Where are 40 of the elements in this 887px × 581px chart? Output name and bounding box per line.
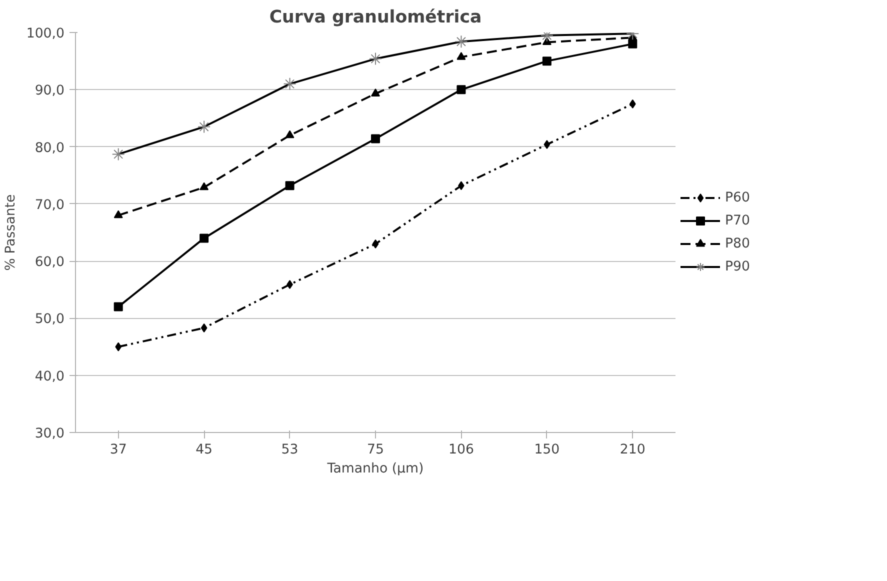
x-axis-title: Tamanho (µm) xyxy=(326,462,424,476)
x-tick-label: 45 xyxy=(196,442,213,458)
point xyxy=(629,99,636,108)
point xyxy=(372,239,379,248)
y-tick-label: 60,0 xyxy=(34,255,65,270)
x-tick-label: 106 xyxy=(448,442,474,458)
point xyxy=(285,181,294,190)
point xyxy=(286,280,293,289)
point xyxy=(115,342,122,352)
legend-label: P60 xyxy=(725,190,750,205)
legend-label: P70 xyxy=(725,213,750,228)
y-tick-label: 40,0 xyxy=(34,369,65,384)
point xyxy=(371,134,380,144)
y-tick-label: 80,0 xyxy=(34,140,65,156)
point xyxy=(285,130,294,138)
point xyxy=(628,39,638,48)
point xyxy=(200,323,208,332)
point xyxy=(542,56,552,66)
y-tick-label: 100,0 xyxy=(26,26,64,42)
point xyxy=(200,182,209,190)
chart-title: Curva granulométrica xyxy=(269,8,482,28)
point xyxy=(200,234,209,243)
legend-label: P90 xyxy=(725,259,750,274)
x-tick-label: 210 xyxy=(620,442,646,458)
x-tick-label: 37 xyxy=(110,442,127,458)
point xyxy=(371,88,380,96)
point xyxy=(544,140,550,149)
y-tick-label: 70,0 xyxy=(34,198,65,213)
x-tick-label: 53 xyxy=(281,442,298,458)
point xyxy=(114,302,123,312)
y-axis-title: % Passante xyxy=(3,194,18,271)
y-tick-label: 30,0 xyxy=(34,426,65,442)
y-tick-label: 50,0 xyxy=(34,312,65,328)
y-tick-label: 90,0 xyxy=(34,84,65,99)
x-tick-label: 75 xyxy=(367,442,384,458)
point xyxy=(114,210,123,218)
legend-label: P80 xyxy=(725,236,750,251)
x-tick-label: 150 xyxy=(534,442,560,458)
point xyxy=(456,85,466,94)
point xyxy=(456,52,466,60)
